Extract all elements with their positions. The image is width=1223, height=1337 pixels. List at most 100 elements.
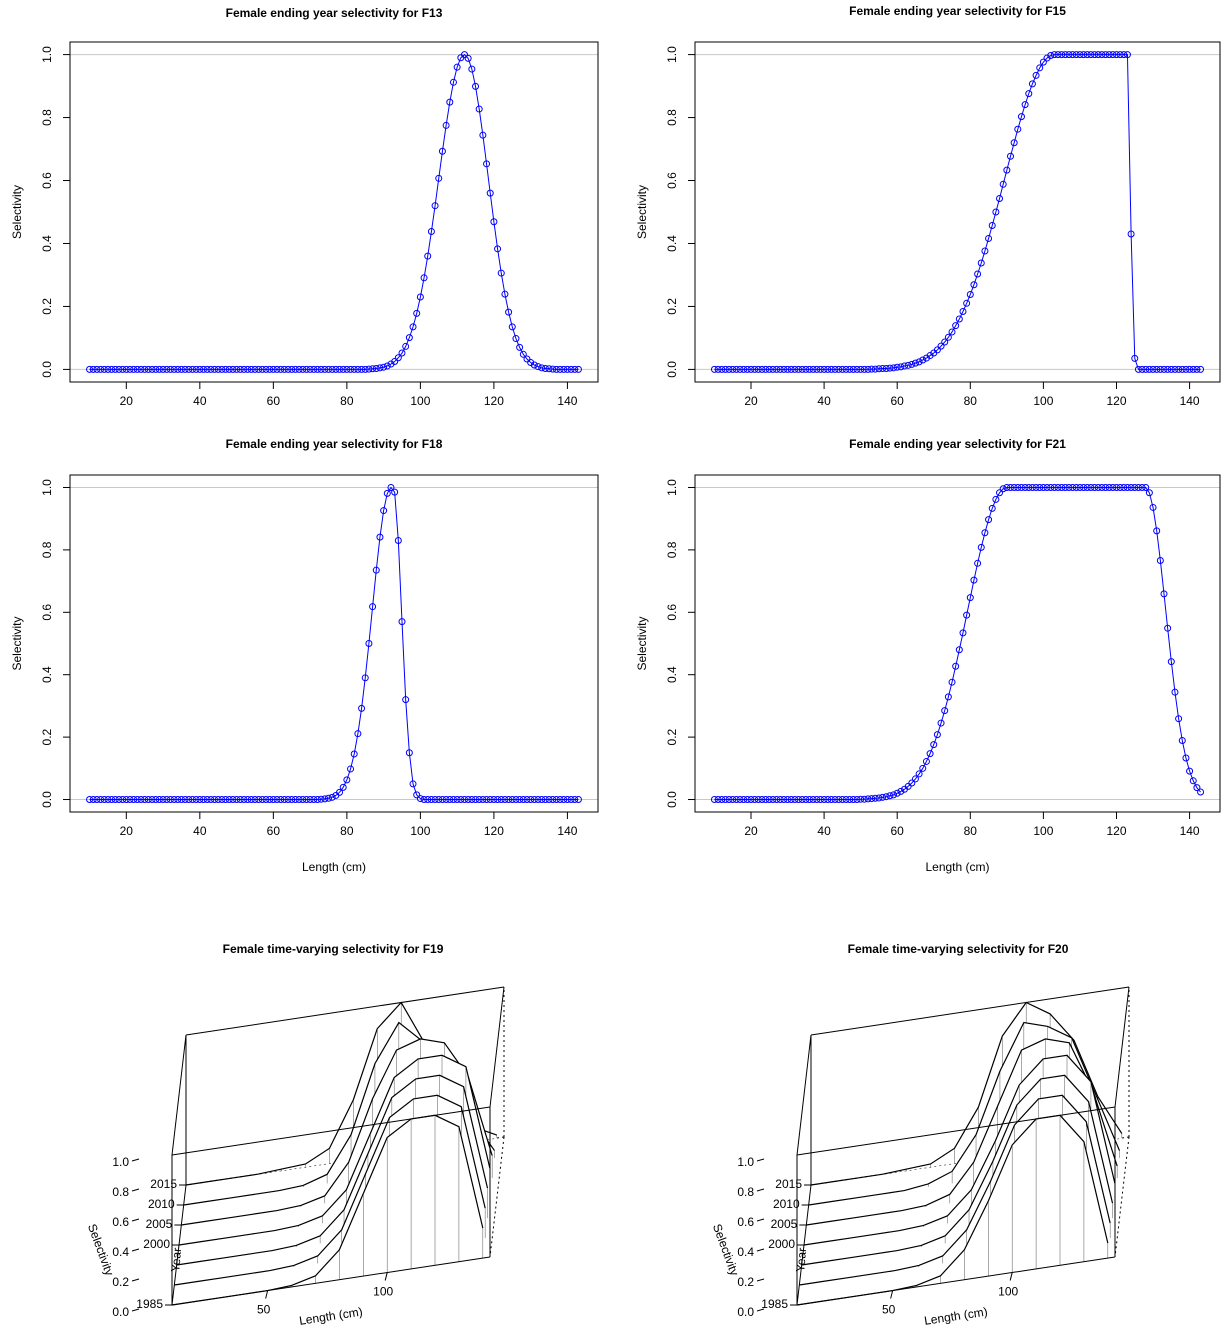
data-point — [567, 796, 575, 804]
data-point — [857, 365, 865, 373]
data-point — [725, 796, 733, 804]
data-point — [1058, 51, 1066, 59]
data-point — [996, 194, 1004, 202]
data-point — [486, 796, 494, 804]
data-point — [904, 361, 912, 369]
data-point — [262, 365, 270, 373]
data-point — [446, 796, 454, 804]
data-point — [1047, 483, 1055, 491]
box-edge — [185, 986, 505, 1036]
data-point — [563, 796, 571, 804]
data-point — [1003, 483, 1011, 491]
data-point — [574, 796, 582, 804]
data-point — [490, 218, 498, 226]
data-point — [762, 365, 770, 373]
data-point — [751, 796, 759, 804]
data-point — [1072, 483, 1080, 491]
x-tick-label: 60 — [267, 394, 281, 408]
data-point — [472, 796, 480, 804]
data-point — [802, 365, 810, 373]
data-point — [391, 358, 399, 366]
data-point — [449, 796, 457, 804]
x-tick-label: 80 — [964, 394, 978, 408]
data-point — [222, 365, 230, 373]
z-tick-label: 0.8 — [112, 1185, 129, 1199]
data-point — [864, 365, 872, 373]
data-point — [97, 365, 105, 373]
data-point — [177, 365, 185, 373]
data-point — [104, 365, 112, 373]
data-point — [809, 365, 817, 373]
y-tick-label: 0.0 — [40, 791, 54, 808]
data-point — [247, 796, 255, 804]
data-point — [508, 796, 516, 804]
data-point — [251, 796, 259, 804]
data-point — [1032, 71, 1040, 79]
box-edge — [489, 986, 505, 1108]
data-point — [981, 247, 989, 255]
data-point — [483, 160, 491, 168]
chart-title: Female ending year selectivity for F15 — [849, 4, 1066, 18]
z-tick-label: 0.2 — [112, 1275, 129, 1289]
surface-line — [799, 1094, 1111, 1286]
data-point — [769, 365, 777, 373]
data-point — [1175, 365, 1183, 373]
data-point — [188, 796, 196, 804]
y-axis-label: Selectivity — [635, 616, 649, 670]
series-line — [714, 486, 1201, 801]
data-point — [431, 202, 439, 210]
data-point — [1182, 754, 1190, 762]
z-tick — [131, 1248, 140, 1252]
box-edge — [1114, 986, 1130, 1108]
data-point — [86, 796, 94, 804]
data-point — [879, 793, 887, 801]
data-point — [816, 365, 824, 373]
box-edge — [810, 986, 1130, 1036]
data-point — [111, 796, 119, 804]
data-point — [295, 365, 303, 373]
data-point — [460, 796, 468, 804]
data-point — [1010, 483, 1018, 491]
data-point — [453, 796, 461, 804]
data-point — [773, 796, 781, 804]
data-point — [394, 354, 402, 362]
data-point — [446, 98, 454, 106]
data-point — [1080, 51, 1088, 59]
data-point — [882, 793, 890, 801]
data-point — [214, 796, 222, 804]
data-point — [985, 234, 993, 242]
data-point — [266, 365, 274, 373]
x-tick-label: 140 — [1180, 824, 1200, 838]
data-point — [835, 796, 843, 804]
data-point — [805, 796, 813, 804]
data-point — [203, 365, 211, 373]
data-point — [860, 365, 868, 373]
z-tick-label: 1.0 — [737, 1155, 754, 1169]
data-point — [486, 189, 494, 197]
surface-line — [806, 1038, 1118, 1226]
data-point — [846, 796, 854, 804]
data-point — [853, 365, 861, 373]
data-point — [784, 365, 792, 373]
data-point — [1025, 483, 1033, 491]
y-tick-label: 2000 — [768, 1237, 795, 1251]
data-point — [122, 365, 130, 373]
data-point — [911, 359, 919, 367]
x-axis-label: Length (cm) — [923, 1304, 988, 1327]
data-point — [915, 358, 923, 366]
x-tick-label: 60 — [267, 824, 281, 838]
data-point — [347, 365, 355, 373]
z-tick-label: 0.8 — [737, 1185, 754, 1199]
data-point — [409, 323, 417, 331]
data-point — [864, 795, 872, 803]
data-point — [941, 338, 949, 346]
data-point — [1061, 51, 1069, 59]
data-point — [185, 796, 193, 804]
data-point — [868, 795, 876, 803]
data-point — [302, 796, 310, 804]
data-point — [155, 796, 163, 804]
data-point — [988, 504, 996, 512]
data-point — [358, 704, 366, 712]
data-point — [926, 750, 934, 758]
data-point — [512, 335, 520, 343]
